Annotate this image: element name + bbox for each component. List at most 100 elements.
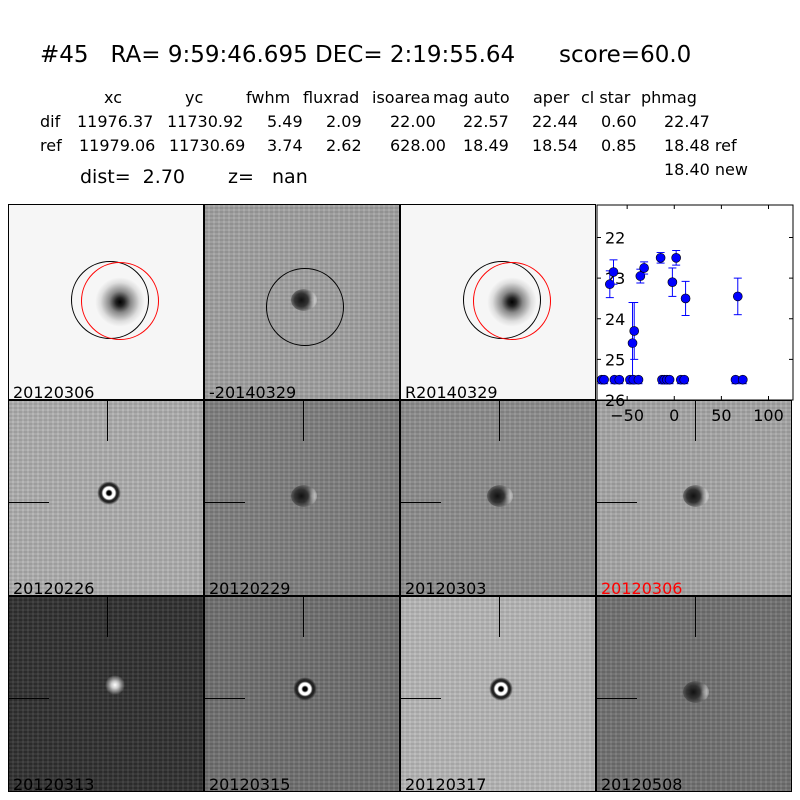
table-cell: 628.00 xyxy=(390,136,446,155)
source-blob xyxy=(105,675,125,695)
panel-date-label: 20120313 xyxy=(13,775,95,792)
table-cell: 3.74 xyxy=(267,136,303,155)
data-point xyxy=(667,277,678,287)
horizontal-marker-tick xyxy=(9,502,49,503)
vertical-marker-tick xyxy=(107,597,108,637)
table-cell: 18.54 xyxy=(532,136,578,155)
source-blob xyxy=(293,677,317,701)
panel-date-label: 20120306 xyxy=(13,383,95,400)
red-aperture-circle xyxy=(81,262,159,340)
column-header: phmag xyxy=(641,88,697,107)
image-panel: 20120315 xyxy=(204,596,400,792)
table-cell: 18.48 ref xyxy=(664,136,737,155)
table-cell: 0.60 xyxy=(601,112,637,131)
upper-limit-point xyxy=(614,374,625,385)
panel-date-label: 20120303 xyxy=(405,579,487,596)
data-point xyxy=(627,338,638,348)
vertical-marker-tick xyxy=(695,597,696,637)
vertical-marker-tick xyxy=(303,597,304,637)
x-tick-label: −50 xyxy=(610,406,644,425)
panel-date-label: 20120317 xyxy=(405,775,487,792)
plot-area xyxy=(596,204,794,401)
column-header: fluxrad xyxy=(303,88,360,107)
data-point xyxy=(680,293,691,304)
row-label: ref xyxy=(40,136,62,155)
upper-limit-point xyxy=(633,374,644,385)
column-header: yc xyxy=(185,88,204,107)
horizontal-marker-tick xyxy=(205,502,245,503)
image-panel: 20120306 xyxy=(8,204,204,400)
dist-text: dist= 2.70 xyxy=(80,166,185,188)
vertical-marker-tick xyxy=(499,401,500,441)
table-cell: 18.49 xyxy=(463,136,509,155)
column-header: mag auto xyxy=(433,88,510,107)
table-cell: 11976.37 xyxy=(77,112,154,131)
horizontal-marker-tick xyxy=(597,502,637,503)
image-panel: 20120303 xyxy=(400,400,596,596)
data-point xyxy=(635,271,646,281)
black-aperture-circle xyxy=(266,268,344,346)
data-point xyxy=(608,267,619,277)
horizontal-marker-tick xyxy=(597,698,637,699)
table-cell: 11730.92 xyxy=(167,112,244,131)
image-panel: 20120313 xyxy=(8,596,204,792)
y-tick-label: 22 xyxy=(605,229,625,248)
vertical-marker-tick xyxy=(695,401,696,441)
image-panel: R20140329 xyxy=(400,204,596,400)
y-tick-label: 25 xyxy=(605,350,625,369)
red-aperture-circle xyxy=(473,262,551,340)
y-tick-label: 26 xyxy=(605,391,625,410)
source-blob xyxy=(683,681,709,703)
figure-title: #45 RA= 9:59:46.695 DEC= 2:19:55.64 scor… xyxy=(40,42,692,68)
table-cell: 22.44 xyxy=(532,112,578,131)
image-panel: 20120226 xyxy=(8,400,204,596)
source-blob xyxy=(489,677,513,701)
panel-date-label: 20120315 xyxy=(209,775,291,792)
source-blob xyxy=(97,481,121,505)
horizontal-marker-tick xyxy=(401,698,441,699)
image-panel: 20120229 xyxy=(204,400,400,596)
phmag-new: 18.40 new xyxy=(664,160,748,179)
data-point xyxy=(732,291,743,302)
data-point xyxy=(671,253,681,263)
data-point xyxy=(629,326,640,336)
image-panel: 20120317 xyxy=(400,596,596,792)
table-cell: 22.57 xyxy=(463,112,509,131)
data-point xyxy=(639,263,649,273)
panel-date-label: 20120306 xyxy=(601,579,683,596)
noise-texture xyxy=(9,597,203,791)
column-header: isoarea xyxy=(372,88,431,107)
panel-date-label: R20140329 xyxy=(405,383,498,400)
vertical-marker-tick xyxy=(303,401,304,441)
table-cell: 22.00 xyxy=(390,112,436,131)
column-header: xc xyxy=(104,88,122,107)
image-panel: 20120306 xyxy=(596,400,792,596)
column-header: cl star xyxy=(581,88,631,107)
panel-date-label: 20120508 xyxy=(601,775,683,792)
panel-date-label: 20120226 xyxy=(13,579,95,596)
table-cell: 0.85 xyxy=(601,136,637,155)
image-panel: -20140329 xyxy=(204,204,400,400)
row-label: dif xyxy=(40,112,61,131)
source-blob xyxy=(291,485,317,507)
vertical-marker-tick xyxy=(107,401,108,441)
upper-limit-point xyxy=(737,374,748,385)
z-text: z= nan xyxy=(228,166,308,188)
panel-date-label: 20120229 xyxy=(209,579,291,596)
table-cell: 5.49 xyxy=(267,112,303,131)
panel-date-label: -20140329 xyxy=(209,383,297,400)
table-cell: 2.09 xyxy=(326,112,362,131)
column-header: aper xyxy=(533,88,570,107)
column-header: fwhm xyxy=(246,88,291,107)
source-blob xyxy=(487,485,513,507)
table-cell: 22.47 xyxy=(664,112,710,131)
image-panel: 20120508 xyxy=(596,596,792,792)
horizontal-marker-tick xyxy=(401,502,441,503)
source-blob xyxy=(683,485,709,507)
horizontal-marker-tick xyxy=(205,698,245,699)
x-tick-label: 50 xyxy=(711,406,731,425)
data-point xyxy=(655,253,666,263)
horizontal-marker-tick xyxy=(9,698,49,699)
